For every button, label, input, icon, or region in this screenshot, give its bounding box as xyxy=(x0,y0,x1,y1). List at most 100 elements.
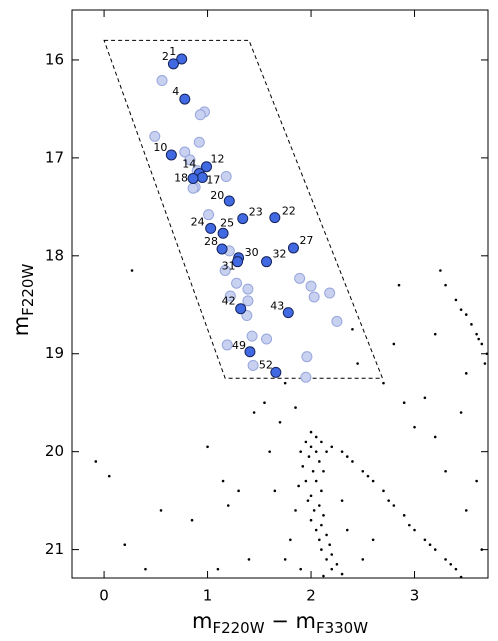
point xyxy=(307,455,311,458)
axis-title-part: F220W xyxy=(19,264,37,316)
point xyxy=(413,425,416,429)
point xyxy=(356,362,359,365)
point xyxy=(300,371,312,383)
point xyxy=(397,283,401,287)
point xyxy=(194,109,206,121)
y-tick-label: 19 xyxy=(45,344,64,362)
point-label: 10 xyxy=(153,141,167,154)
point xyxy=(340,499,344,502)
point xyxy=(318,538,321,542)
point xyxy=(242,283,254,295)
point-label: 28 xyxy=(204,235,218,248)
point xyxy=(179,93,191,105)
point-label: 17 xyxy=(206,173,220,186)
point xyxy=(483,362,487,365)
point xyxy=(309,445,313,449)
point xyxy=(345,528,349,532)
point xyxy=(318,504,321,507)
point-label: 30 xyxy=(245,246,259,259)
point xyxy=(244,346,256,358)
point xyxy=(464,313,468,316)
axis-title-part: F330W xyxy=(316,619,368,637)
point xyxy=(283,558,287,561)
point xyxy=(235,303,247,315)
point xyxy=(475,332,478,336)
y-tick-label: 20 xyxy=(45,442,64,460)
point xyxy=(320,523,323,527)
point xyxy=(366,474,370,478)
axis-title-part: − m xyxy=(265,609,316,633)
axis-title-part: m xyxy=(9,316,33,336)
point xyxy=(221,339,233,351)
x-axis-title: mF220W − mF330W xyxy=(192,609,368,637)
point xyxy=(216,243,228,255)
point xyxy=(231,277,243,289)
point xyxy=(423,538,427,542)
point xyxy=(444,558,447,561)
point xyxy=(371,479,375,483)
point xyxy=(444,469,447,473)
point xyxy=(294,272,306,284)
point-label: 24 xyxy=(191,215,205,228)
point xyxy=(165,149,177,161)
point xyxy=(324,287,336,299)
point xyxy=(335,562,339,566)
point-label: 52 xyxy=(259,358,273,371)
point xyxy=(309,518,313,522)
point xyxy=(428,543,432,547)
point-label: 31 xyxy=(222,260,236,273)
point-label: 18 xyxy=(174,171,188,184)
point xyxy=(237,489,240,493)
point xyxy=(190,518,194,522)
point xyxy=(201,161,213,173)
point xyxy=(459,308,463,311)
point xyxy=(219,264,231,276)
point xyxy=(299,450,302,453)
point xyxy=(331,315,343,327)
point xyxy=(328,543,331,547)
point xyxy=(297,484,300,488)
point xyxy=(184,154,196,166)
point xyxy=(289,538,292,542)
point xyxy=(423,396,427,400)
point-label: 27 xyxy=(299,234,313,247)
point xyxy=(351,460,354,463)
point xyxy=(206,445,209,449)
point xyxy=(444,283,447,287)
point xyxy=(475,479,478,483)
point xyxy=(325,450,328,453)
point xyxy=(282,307,294,319)
point-label: 43 xyxy=(270,300,284,313)
point xyxy=(330,445,334,449)
point xyxy=(325,558,328,561)
y-tick-label: 17 xyxy=(45,148,64,166)
point xyxy=(433,548,437,551)
point xyxy=(325,533,328,537)
point xyxy=(216,567,220,571)
point-label: 32 xyxy=(273,248,287,261)
point xyxy=(226,504,230,507)
point xyxy=(392,504,396,507)
point xyxy=(301,465,305,468)
point xyxy=(382,489,385,493)
point xyxy=(242,295,254,307)
point xyxy=(402,514,406,517)
point xyxy=(480,342,484,346)
point xyxy=(311,469,315,473)
point xyxy=(433,435,437,439)
point xyxy=(283,381,287,385)
point xyxy=(268,450,271,453)
point xyxy=(433,332,437,336)
point xyxy=(179,146,191,158)
point xyxy=(309,430,313,434)
point xyxy=(402,401,406,405)
point xyxy=(320,548,323,551)
point xyxy=(247,359,259,371)
point xyxy=(330,567,334,571)
point xyxy=(361,469,365,473)
point xyxy=(294,406,297,409)
point xyxy=(312,509,316,512)
x-tick-label: 0 xyxy=(99,587,109,605)
point xyxy=(299,567,302,571)
